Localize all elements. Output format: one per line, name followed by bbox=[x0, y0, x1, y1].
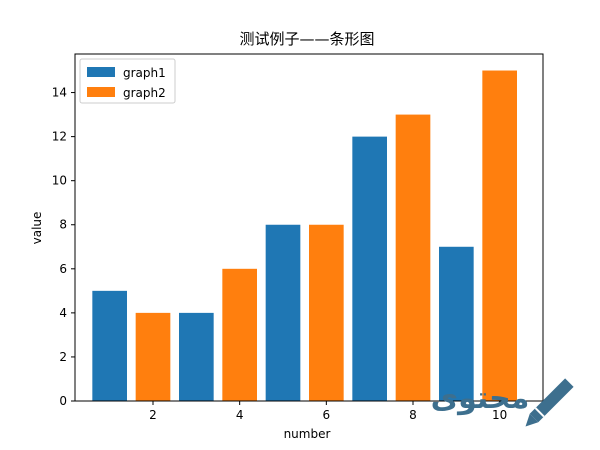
bar-graph2-10 bbox=[482, 70, 517, 402]
plot-frame bbox=[74, 53, 544, 402]
bar-graph1-3 bbox=[179, 312, 214, 401]
bars-layer bbox=[92, 70, 517, 402]
y-tick-label-10: 10 bbox=[52, 174, 67, 188]
watermark-logo: محتوى bbox=[431, 378, 574, 427]
bar-graph2-8 bbox=[395, 114, 431, 401]
bar-graph1-7 bbox=[352, 136, 387, 401]
legend-label-graph2: graph2 bbox=[123, 86, 166, 100]
bar-graph1-9 bbox=[439, 246, 474, 401]
chart-title: 测试例子——条形图 bbox=[239, 30, 374, 48]
y-tick-label-2: 2 bbox=[59, 350, 67, 364]
bar-graph1-5 bbox=[265, 224, 301, 401]
legend-swatch-graph2 bbox=[87, 87, 115, 97]
x-tick-label-2: 2 bbox=[149, 408, 157, 422]
legend-swatch-graph1 bbox=[87, 67, 115, 77]
y-tick-label-6: 6 bbox=[59, 262, 67, 276]
axes-layer: 2 4 6 8 10 0 2 4 6 8 10 12 14 bbox=[52, 53, 544, 422]
bar-graph1-1 bbox=[92, 290, 127, 401]
y-axis-label: value bbox=[30, 212, 44, 245]
y-tick-label-14: 14 bbox=[52, 86, 67, 100]
x-axis-label: number bbox=[284, 427, 331, 441]
y-tick-label-8: 8 bbox=[59, 218, 67, 232]
x-tick-label-10: 10 bbox=[492, 408, 507, 422]
y-tick-label-12: 12 bbox=[52, 130, 67, 144]
x-tick-label-4: 4 bbox=[236, 408, 244, 422]
legend-label-graph1: graph1 bbox=[123, 66, 166, 80]
y-tick-label-0: 0 bbox=[59, 394, 67, 408]
bar-graph2-4 bbox=[222, 268, 257, 401]
x-tick-label-8: 8 bbox=[409, 408, 417, 422]
bar-graph2-2 bbox=[135, 312, 171, 401]
y-tick-label-4: 4 bbox=[59, 306, 67, 320]
watermark-text: محتوى bbox=[431, 381, 530, 416]
legend: graph1 graph2 bbox=[79, 58, 176, 104]
bar-graph2-6 bbox=[309, 224, 344, 401]
x-tick-label-6: 6 bbox=[323, 408, 331, 422]
